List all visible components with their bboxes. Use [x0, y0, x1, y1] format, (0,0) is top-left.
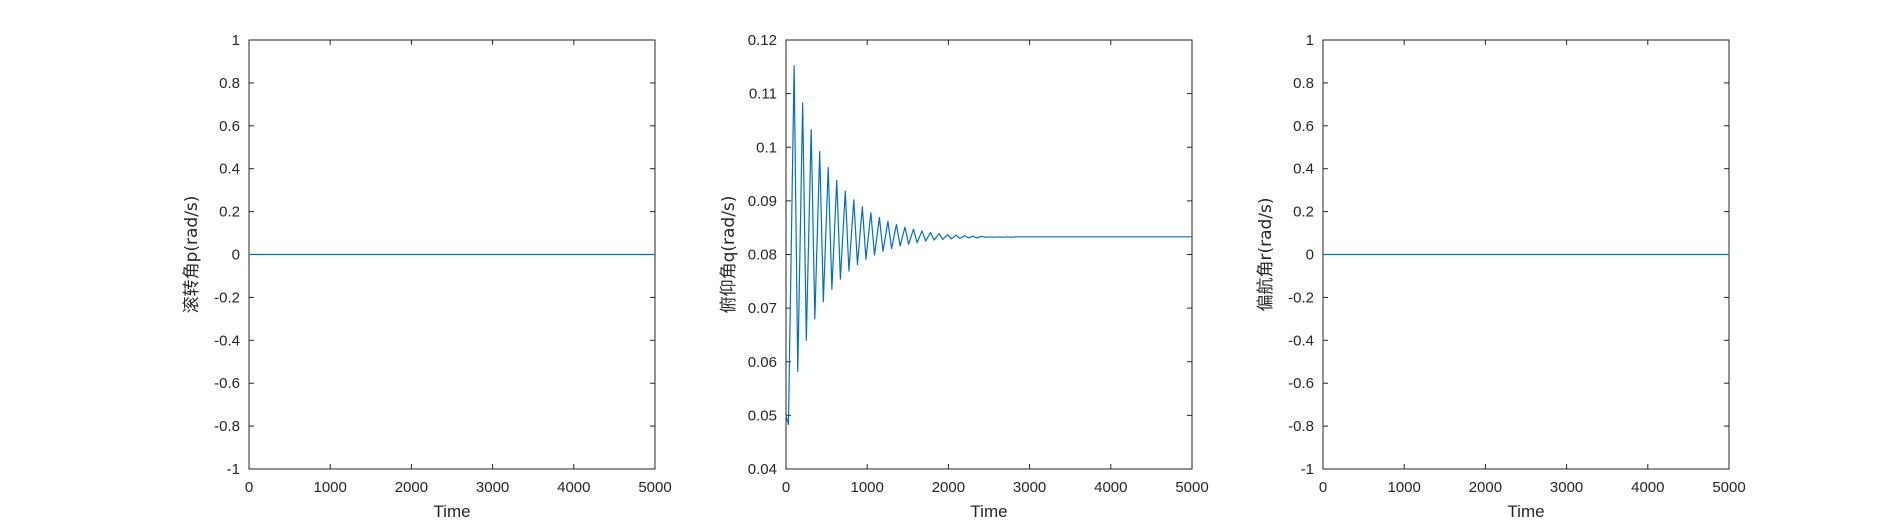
y-tick-label: 0 — [232, 247, 240, 264]
y-tick-label: 0.4 — [1293, 161, 1314, 178]
x-tick-label: 1000 — [1388, 479, 1421, 496]
y-tick-label: 0.04 — [748, 461, 777, 478]
y-tick-label: 0.6 — [1293, 118, 1314, 135]
x-tick-label: 0 — [245, 479, 253, 496]
y-tick-label: 0.06 — [748, 354, 777, 371]
x-tick-labels: 0 1000 2000 3000 4000 5000 — [1319, 479, 1746, 496]
x-tick-label: 2000 — [932, 479, 965, 496]
subplot-pitch: 0.04 0.05 0.06 0.07 0.08 0.09 0.1 0.11 0.12 0 100… — [719, 32, 1209, 521]
y-tick-label: 0.2 — [219, 204, 240, 221]
y-tick-label: 0.8 — [1293, 75, 1314, 92]
y-tick-label: 0.07 — [748, 300, 777, 317]
x-tick-labels: 0 1000 2000 3000 4000 5000 — [245, 479, 672, 496]
y-tick-label: 0.09 — [748, 193, 777, 210]
tick-marks — [785, 39, 1193, 470]
y-axis-label: 偏航角r(rad/s) — [1256, 197, 1276, 311]
y-tick-label: 0.6 — [219, 118, 240, 135]
x-tick-label: 3000 — [476, 479, 509, 496]
series-line — [785, 65, 1192, 426]
y-tick-label: 0 — [1306, 247, 1314, 264]
y-tick-label: 0.11 — [749, 86, 777, 103]
y-tick-label: -0.6 — [1288, 375, 1314, 392]
tick-marks — [1322, 39, 1730, 470]
x-tick-label: 3000 — [1013, 479, 1046, 496]
y-tick-label: 1 — [1306, 32, 1314, 49]
y-tick-label: 0.12 — [748, 32, 777, 49]
y-tick-label: -0.4 — [1288, 332, 1314, 349]
x-tick-label: 4000 — [1631, 479, 1664, 496]
y-tick-labels: 0.04 0.05 0.06 0.07 0.08 0.09 0.1 0.11 0.12 — [748, 32, 777, 478]
y-tick-label: 0.4 — [219, 161, 240, 178]
y-tick-label: -0.2 — [214, 289, 240, 306]
y-tick-label: 0.08 — [748, 247, 777, 264]
y-tick-label: 0.1 — [756, 139, 777, 156]
y-tick-label: 1 — [232, 32, 240, 49]
x-tick-label: 2000 — [1469, 479, 1502, 496]
y-tick-labels: -1 -0.8 -0.6 -0.4 -0.2 0 0.2 0.4 0.6 0.8 1 — [1288, 32, 1314, 478]
x-tick-label: 0 — [782, 479, 790, 496]
x-tick-label: 5000 — [638, 479, 671, 496]
y-tick-label: -0.8 — [214, 418, 240, 435]
x-tick-label: 1000 — [314, 479, 347, 496]
x-tick-label: 5000 — [1712, 479, 1745, 496]
y-tick-label: -0.2 — [1288, 289, 1314, 306]
subplot-yaw: -1 -0.8 -0.6 -0.4 -0.2 0 0.2 0.4 0.6 0.8 1 0 1000 20… — [1256, 32, 1746, 521]
y-tick-label: 0.8 — [219, 75, 240, 92]
y-tick-labels: -1 -0.8 -0.6 -0.4 -0.2 0 0.2 0.4 0.6 0.8 1 — [214, 32, 240, 478]
x-axis-label: Time — [1507, 502, 1544, 521]
x-tick-label: 2000 — [395, 479, 428, 496]
y-tick-label: 0.05 — [748, 407, 777, 424]
x-tick-label: 5000 — [1175, 479, 1208, 496]
y-tick-label: -1 — [1301, 461, 1314, 478]
x-tick-label: 4000 — [557, 479, 590, 496]
y-tick-label: -0.8 — [1288, 418, 1314, 435]
y-axis-label: 俯仰角q(rad/s) — [719, 196, 739, 314]
x-axis-label: Time — [433, 502, 470, 521]
x-tick-label: 1000 — [851, 479, 884, 496]
x-axis-label: Time — [970, 502, 1007, 521]
x-tick-label: 4000 — [1094, 479, 1127, 496]
x-tick-label: 3000 — [1550, 479, 1583, 496]
x-tick-labels: 0 1000 2000 3000 4000 5000 — [782, 479, 1209, 496]
y-tick-label: -0.6 — [214, 375, 240, 392]
y-axis-label: 滚转角p(rad/s) — [182, 196, 202, 314]
y-tick-label: 0.2 — [1293, 204, 1314, 221]
x-tick-label: 0 — [1319, 479, 1327, 496]
subplot-roll: -1 -0.8 -0.6 -0.4 -0.2 0 0.2 0.4 0.6 0.8 1 0 1000 20… — [182, 32, 672, 521]
y-tick-label: -0.4 — [214, 332, 240, 349]
y-tick-label: -1 — [227, 461, 240, 478]
